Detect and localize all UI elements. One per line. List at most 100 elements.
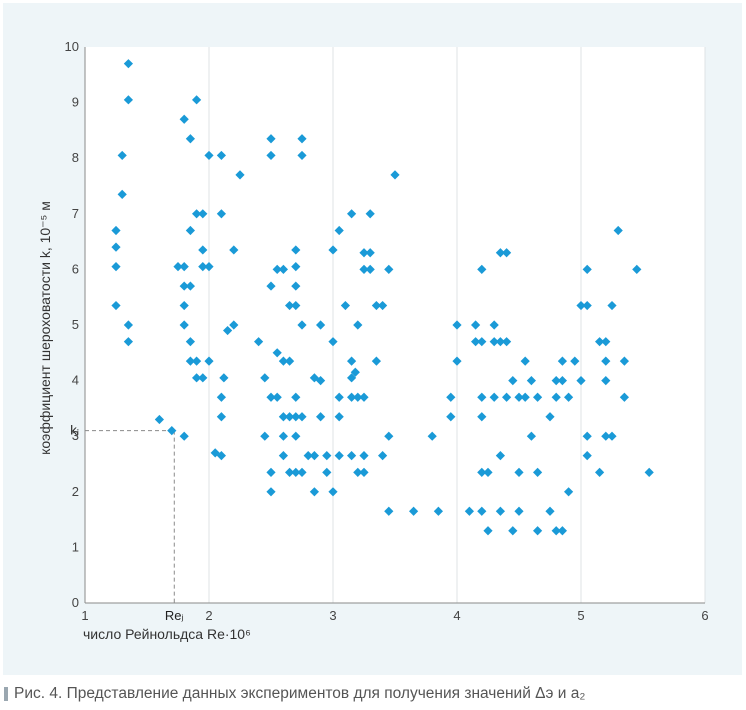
data-point <box>291 300 301 311</box>
data-point <box>278 431 288 441</box>
x-tick-label: 4 <box>453 608 460 623</box>
data-point <box>520 356 530 366</box>
data-point <box>477 412 487 422</box>
data-point <box>446 392 456 402</box>
data-point <box>154 414 164 425</box>
data-point <box>384 264 394 274</box>
data-point <box>353 392 363 402</box>
data-point <box>266 281 276 291</box>
data-point <box>520 392 530 402</box>
data-point <box>198 262 208 272</box>
data-point <box>316 320 326 330</box>
data-points <box>111 59 654 536</box>
data-point <box>328 245 338 255</box>
data-point <box>216 392 226 402</box>
y-tick-label: 1 <box>72 539 79 554</box>
data-point <box>582 300 592 311</box>
data-point <box>359 248 369 258</box>
data-point <box>278 264 288 274</box>
data-point <box>291 392 301 402</box>
data-point <box>347 392 357 402</box>
data-point <box>477 392 487 402</box>
data-point <box>471 337 481 347</box>
data-point <box>272 348 282 358</box>
figure-caption: Рис. 4. Представление данных эксперимент… <box>4 682 742 706</box>
data-point <box>297 134 307 144</box>
data-point <box>582 264 592 274</box>
y-tick-label: 2 <box>72 484 79 499</box>
data-point <box>316 376 326 386</box>
data-point <box>278 412 288 422</box>
plot-area <box>85 47 705 603</box>
data-point <box>328 487 338 497</box>
data-point <box>272 392 282 402</box>
data-point <box>477 506 487 516</box>
data-point <box>179 262 189 272</box>
data-point <box>495 337 505 347</box>
data-point <box>347 373 357 383</box>
data-point <box>291 431 301 441</box>
data-point <box>359 467 369 477</box>
data-point <box>198 373 208 383</box>
caption-text: Рис. 4. Представление данных эксперимент… <box>14 685 586 702</box>
axes <box>84 47 705 604</box>
data-point <box>477 337 487 347</box>
y-tick-label: 6 <box>72 261 79 276</box>
data-point <box>285 412 295 422</box>
data-point <box>390 170 400 180</box>
data-point <box>495 506 505 516</box>
data-point <box>365 209 375 219</box>
data-point <box>285 356 295 366</box>
data-point <box>557 526 567 536</box>
data-point <box>192 373 202 383</box>
data-point <box>495 248 505 258</box>
data-point <box>229 245 239 255</box>
data-point <box>557 356 567 366</box>
data-point <box>464 506 474 516</box>
data-point <box>601 376 611 386</box>
data-point <box>347 451 357 461</box>
data-point <box>179 320 189 330</box>
data-point <box>309 487 319 497</box>
data-point <box>123 320 133 330</box>
data-point <box>334 412 344 422</box>
data-point <box>644 467 654 477</box>
data-point <box>185 134 195 144</box>
data-point <box>489 320 499 330</box>
data-point <box>526 431 536 441</box>
data-point <box>514 467 524 477</box>
x-tick-label: 5 <box>577 608 584 623</box>
data-point <box>502 392 512 402</box>
data-point <box>334 451 344 461</box>
y-tick-label: 10 <box>65 39 79 54</box>
data-point <box>185 281 195 291</box>
data-point <box>489 337 499 347</box>
data-point <box>551 376 561 386</box>
data-point <box>291 245 301 255</box>
data-point <box>216 412 226 422</box>
data-point <box>353 320 363 330</box>
data-point <box>204 262 214 272</box>
data-point <box>514 392 524 402</box>
data-point <box>378 451 388 461</box>
data-point <box>266 467 276 477</box>
data-point <box>272 264 282 274</box>
data-point <box>303 451 313 461</box>
data-point <box>192 209 202 219</box>
y-tick-label: 7 <box>72 206 79 221</box>
data-point <box>185 225 195 236</box>
data-point <box>427 431 437 441</box>
data-point <box>582 451 592 461</box>
data-point <box>452 356 462 366</box>
x-tick-label: 2 <box>205 608 212 623</box>
data-point <box>371 300 381 311</box>
data-point <box>477 467 487 477</box>
data-point <box>260 431 270 441</box>
data-point <box>285 300 295 311</box>
data-point <box>235 170 245 180</box>
data-point <box>347 209 357 219</box>
caption-marker <box>4 687 8 701</box>
data-point <box>322 451 332 461</box>
x-tick-label: 3 <box>329 608 336 623</box>
